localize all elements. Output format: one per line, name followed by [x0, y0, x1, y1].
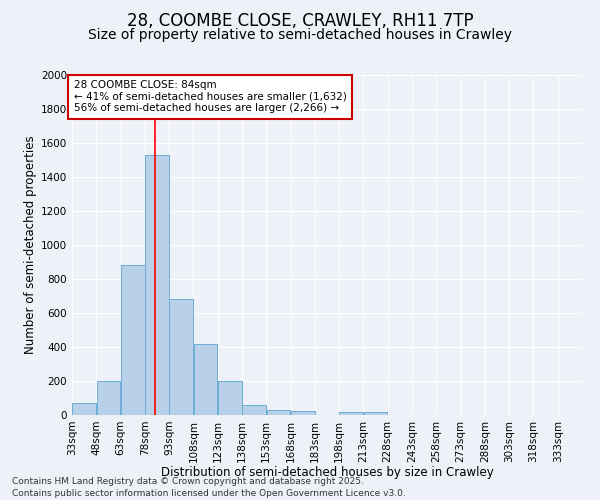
Bar [218, 381, 242, 415]
Bar [266, 410, 290, 415]
Bar [194, 344, 217, 415]
Bar [169, 300, 193, 415]
Text: Size of property relative to semi-detached houses in Crawley: Size of property relative to semi-detach… [88, 28, 512, 42]
Bar [121, 266, 145, 415]
Bar [145, 155, 169, 415]
Text: 28 COOMBE CLOSE: 84sqm
← 41% of semi-detached houses are smaller (1,632)
56% of : 28 COOMBE CLOSE: 84sqm ← 41% of semi-det… [74, 80, 346, 114]
Text: 28, COOMBE CLOSE, CRAWLEY, RH11 7TP: 28, COOMBE CLOSE, CRAWLEY, RH11 7TP [127, 12, 473, 30]
Bar [242, 405, 266, 415]
Bar [72, 403, 96, 415]
Bar [364, 412, 388, 415]
Bar [97, 381, 121, 415]
Text: Contains HM Land Registry data © Crown copyright and database right 2025.
Contai: Contains HM Land Registry data © Crown c… [12, 476, 406, 498]
Y-axis label: Number of semi-detached properties: Number of semi-detached properties [24, 136, 37, 354]
X-axis label: Distribution of semi-detached houses by size in Crawley: Distribution of semi-detached houses by … [161, 466, 493, 479]
Bar [291, 411, 314, 415]
Bar [340, 412, 363, 415]
